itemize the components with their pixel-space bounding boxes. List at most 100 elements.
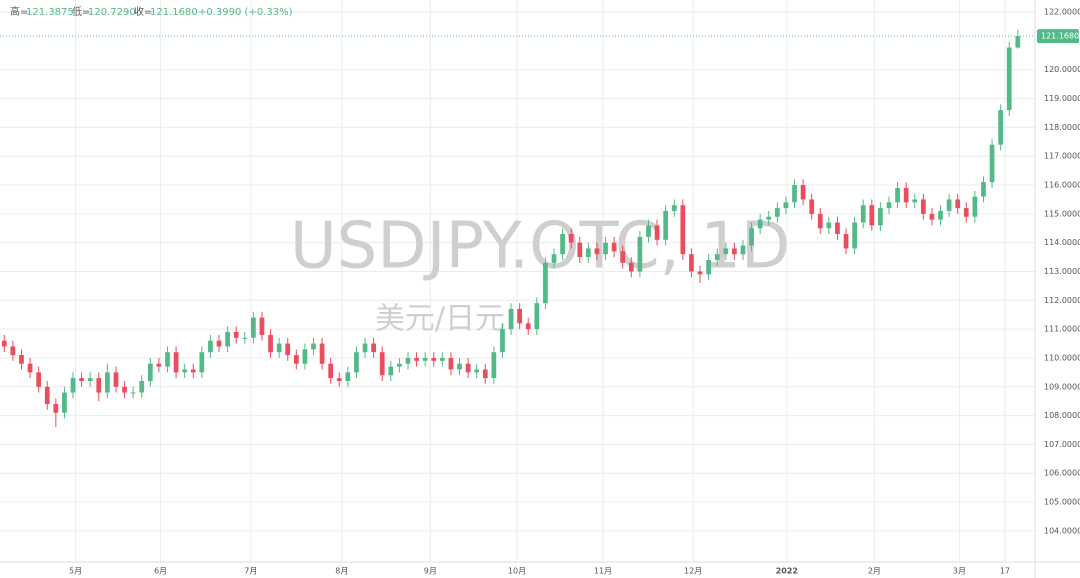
candle-body xyxy=(268,334,273,353)
candle-body xyxy=(27,363,33,373)
candle-body xyxy=(465,363,471,373)
candle-body xyxy=(1006,47,1012,111)
candle-body xyxy=(276,343,282,353)
candle-body xyxy=(147,363,153,382)
candle-body xyxy=(766,216,772,220)
candle-body xyxy=(637,236,643,272)
candle-body xyxy=(835,222,840,235)
candle-body xyxy=(482,369,488,379)
x-tick-label: 11月 xyxy=(594,567,612,576)
candle-body xyxy=(1015,36,1021,48)
candle-body xyxy=(173,352,179,373)
candle-body xyxy=(397,363,402,367)
candle-body xyxy=(371,343,376,353)
low-value: 120.7290 xyxy=(88,7,136,18)
candle-body xyxy=(508,308,514,330)
candle-body xyxy=(568,234,574,243)
candle-body xyxy=(500,329,505,353)
y-tick-label: 107.0000 xyxy=(1044,440,1080,449)
candle-body xyxy=(439,357,445,361)
candle-body xyxy=(190,369,196,373)
candle-body xyxy=(938,210,943,220)
candle-body xyxy=(963,208,969,217)
x-tick-label: 3月 xyxy=(953,567,966,576)
candle-body xyxy=(646,225,651,237)
candle-body xyxy=(749,228,754,246)
candle-body xyxy=(251,317,256,338)
candle-body xyxy=(946,199,952,211)
candle-body xyxy=(70,378,76,393)
candle-body xyxy=(757,219,763,229)
candle-body xyxy=(319,343,325,364)
candle-body xyxy=(130,392,136,394)
y-tick-label: 116.0000 xyxy=(1044,181,1080,190)
candle-body xyxy=(53,404,59,413)
candle-body xyxy=(1,340,7,347)
candle-body xyxy=(431,357,437,361)
candle-body xyxy=(182,369,188,373)
x-tick-label: 8月 xyxy=(335,567,348,576)
candle-body xyxy=(628,262,634,272)
x-tick-label: 12月 xyxy=(684,567,702,576)
candle-body xyxy=(311,343,316,350)
candle-body xyxy=(96,378,102,393)
candle-body xyxy=(362,343,368,353)
x-tick-label: 5月 xyxy=(69,567,82,576)
candle-body xyxy=(671,205,677,211)
candle-body xyxy=(774,208,780,217)
x-tick-label: 9月 xyxy=(424,567,437,576)
y-tick-label: 112.0000 xyxy=(1044,296,1080,305)
candle-body xyxy=(414,357,419,361)
candle-body xyxy=(869,205,875,226)
candle-body xyxy=(122,386,127,393)
y-tick-label: 104.0000 xyxy=(1044,526,1080,535)
x-tick-label: 2022 xyxy=(776,567,798,576)
candle-body xyxy=(585,248,591,258)
y-tick-label: 115.0000 xyxy=(1044,209,1080,218)
close-value: 121.1680 xyxy=(150,7,198,18)
candle-body xyxy=(912,199,918,203)
candle-body xyxy=(422,357,428,361)
y-tick-label: 110.0000 xyxy=(1044,353,1080,362)
candle-body xyxy=(354,352,359,373)
candle-body xyxy=(491,352,497,379)
candle-body xyxy=(285,343,291,356)
candle-body xyxy=(44,386,50,405)
candle-body xyxy=(663,210,669,240)
candle-body xyxy=(551,254,557,263)
candle-body xyxy=(689,254,694,272)
candle-body xyxy=(517,308,523,324)
candle-body xyxy=(525,323,531,330)
candle-body xyxy=(543,262,548,304)
candle-body xyxy=(19,355,24,364)
candle-body xyxy=(620,251,626,263)
candle-body xyxy=(457,363,462,370)
candle-body xyxy=(878,208,883,226)
y-tick-label: 120.0000 xyxy=(1044,65,1080,74)
candle-body xyxy=(697,271,703,275)
candle-body xyxy=(36,372,42,387)
candle-body xyxy=(388,366,394,376)
y-tick-label: 113.0000 xyxy=(1044,267,1080,276)
y-tick-label: 119.0000 xyxy=(1044,94,1080,103)
candle-body xyxy=(920,199,926,214)
y-tick-label: 117.0000 xyxy=(1044,152,1080,161)
candle-body xyxy=(792,185,797,203)
candle-body xyxy=(886,202,892,209)
y-tick-label: 111.0000 xyxy=(1044,325,1080,334)
candle-body xyxy=(740,245,746,255)
candle-body xyxy=(989,144,995,183)
candle-body xyxy=(972,196,978,217)
header: 高= 121.3875 低= 120.7290 收= 121.1680 +0.3… xyxy=(10,5,293,18)
y-tick-label: 118.0000 xyxy=(1044,123,1080,132)
candle-body xyxy=(826,222,832,229)
candle-body xyxy=(560,234,565,255)
candle-body xyxy=(611,242,617,252)
y-tick-label: 105.0000 xyxy=(1044,498,1080,507)
candle-body xyxy=(259,317,265,335)
candle-body xyxy=(955,199,961,209)
y-tick-label: 108.0000 xyxy=(1044,411,1080,420)
candle-body xyxy=(929,213,935,220)
candle-body xyxy=(379,352,385,376)
y-tick-label: 109.0000 xyxy=(1044,382,1080,391)
